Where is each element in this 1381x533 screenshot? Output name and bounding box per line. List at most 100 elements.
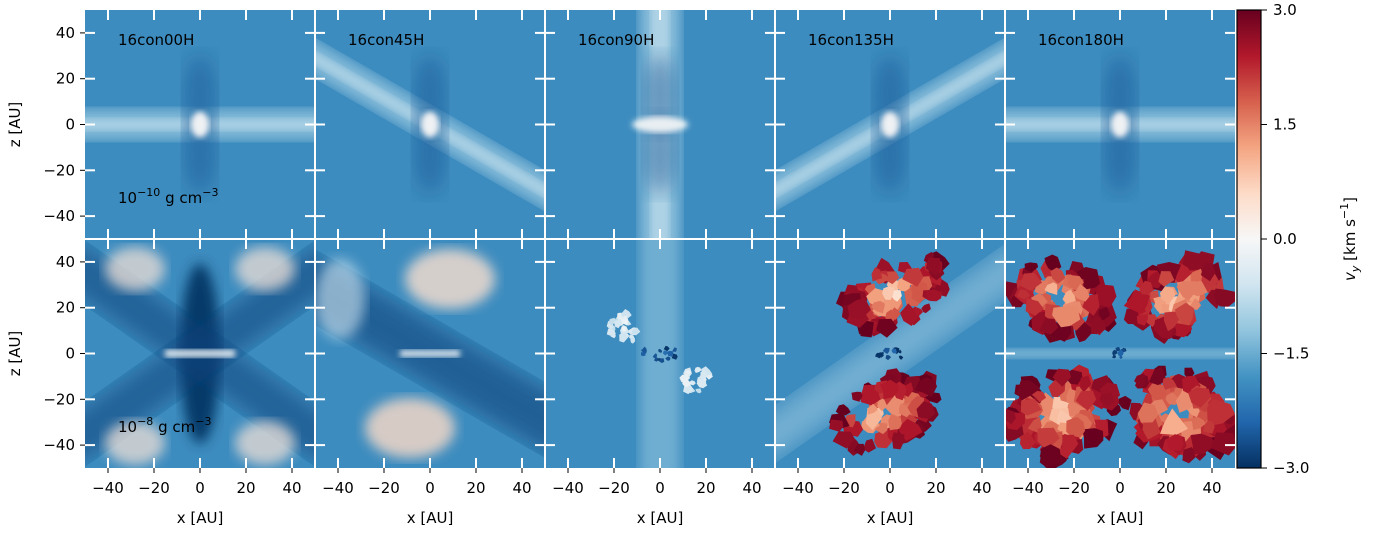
red-cell <box>1066 369 1083 385</box>
red-cell <box>871 267 883 282</box>
x-tick-label: 40 <box>512 479 531 497</box>
light-cell <box>622 315 627 321</box>
red-cell <box>879 379 899 400</box>
dark-cell <box>885 355 892 361</box>
light-cell <box>682 378 692 388</box>
red-cell <box>888 413 902 431</box>
red-cell <box>1075 390 1097 411</box>
dark-cell <box>898 349 902 354</box>
dark-cell <box>1117 349 1124 357</box>
dark-lobe <box>874 114 906 195</box>
dark-cell <box>898 355 904 360</box>
light-cell <box>620 309 632 320</box>
red-cell <box>1147 383 1167 402</box>
red-cell <box>884 271 900 285</box>
red-cell <box>1190 298 1202 310</box>
red-cell <box>1137 402 1159 423</box>
red-cell <box>1052 368 1072 387</box>
disk-band <box>400 350 460 357</box>
panel-title: 16con00H <box>118 31 194 49</box>
dark-lobe <box>414 114 446 195</box>
red-cell <box>1166 434 1184 451</box>
light-cell <box>700 370 708 379</box>
dark-lobe <box>184 114 216 195</box>
positive-lobe <box>405 249 495 309</box>
x-tick-label: 20 <box>236 479 255 497</box>
red-cell <box>1040 444 1061 468</box>
y-tick-label: 20 <box>56 70 75 88</box>
light-cell <box>686 370 692 375</box>
light-arm <box>775 242 1005 465</box>
dark-lobe <box>644 54 676 135</box>
x-axis-label: x [AU] <box>177 509 224 527</box>
red-cell <box>1176 281 1197 301</box>
y-tick-label: −40 <box>43 207 75 225</box>
panel-top-1 <box>85 10 315 239</box>
red-cell <box>916 401 936 419</box>
x-tick-label: −20 <box>598 479 630 497</box>
dark-cell <box>652 353 657 359</box>
y-axis-label: z [AU] <box>6 331 24 377</box>
red-cell <box>1123 308 1140 325</box>
x-tick-label: −40 <box>92 479 124 497</box>
panel-title: 16con180H <box>1038 31 1124 49</box>
x-tick-label: −40 <box>1012 479 1044 497</box>
light-cell <box>689 380 696 386</box>
x-tick-label: 0 <box>425 479 435 497</box>
central-source <box>881 111 899 138</box>
light-cell <box>619 332 629 343</box>
red-cell <box>1188 387 1211 408</box>
red-cell <box>1031 311 1052 335</box>
red-cell <box>1182 447 1196 464</box>
red-cell <box>1193 440 1211 455</box>
red-cell <box>1211 432 1235 456</box>
red-cell <box>898 403 911 418</box>
red-cell <box>832 431 855 449</box>
red-cell <box>1066 416 1086 438</box>
red-cell <box>902 267 924 287</box>
red-cell <box>1098 306 1111 321</box>
light-region <box>315 259 365 339</box>
y-tick-label: −20 <box>43 161 75 179</box>
x-tick-label: 40 <box>282 479 301 497</box>
x-tick-label: 0 <box>1115 479 1125 497</box>
red-cell <box>1044 282 1058 295</box>
x-tick-label: 0 <box>655 479 665 497</box>
panel-bottom-3 <box>545 239 775 468</box>
y-tick-label: 20 <box>56 299 75 317</box>
outflow-band <box>640 239 680 468</box>
dark-lobe <box>184 54 216 135</box>
positive-lobe <box>235 247 295 291</box>
red-cell <box>900 303 918 326</box>
panel-bottom-5 <box>1005 239 1235 468</box>
y-tick-label: 40 <box>56 253 75 271</box>
dark-cell <box>876 352 882 357</box>
red-cell <box>1163 311 1181 332</box>
dark-cell <box>658 348 663 353</box>
light-cell <box>608 317 617 326</box>
colorbar-tick-label: 1.5 <box>1273 116 1297 134</box>
dark-lobe <box>1104 114 1136 195</box>
red-cell <box>1123 289 1150 314</box>
panel-grid <box>85 10 1235 468</box>
x-tick-label: −20 <box>828 479 860 497</box>
dark-cell <box>1119 355 1123 359</box>
x-axis-label: x [AU] <box>1097 509 1144 527</box>
x-axis-label: x [AU] <box>867 509 914 527</box>
density-annotation: 10−8 g cm−3 <box>118 415 211 436</box>
red-cell <box>1162 377 1177 390</box>
red-cell <box>1189 280 1208 297</box>
positive-lobe <box>105 247 165 291</box>
x-axis-label: x [AU] <box>407 509 454 527</box>
colorbar-ticks: 3.0 1.5 0.0 −1.5 −3.0 <box>1261 1 1309 477</box>
red-cell <box>1207 398 1235 427</box>
dark-cell <box>1112 349 1118 356</box>
x-tick-label: 20 <box>926 479 945 497</box>
dark-lobe <box>644 114 676 195</box>
central-source <box>632 116 688 133</box>
panel-bottom-2 <box>315 239 545 468</box>
dark-cell <box>1115 347 1121 352</box>
red-cell <box>1203 420 1215 434</box>
dark-cell <box>891 348 897 354</box>
red-cell <box>914 377 937 398</box>
